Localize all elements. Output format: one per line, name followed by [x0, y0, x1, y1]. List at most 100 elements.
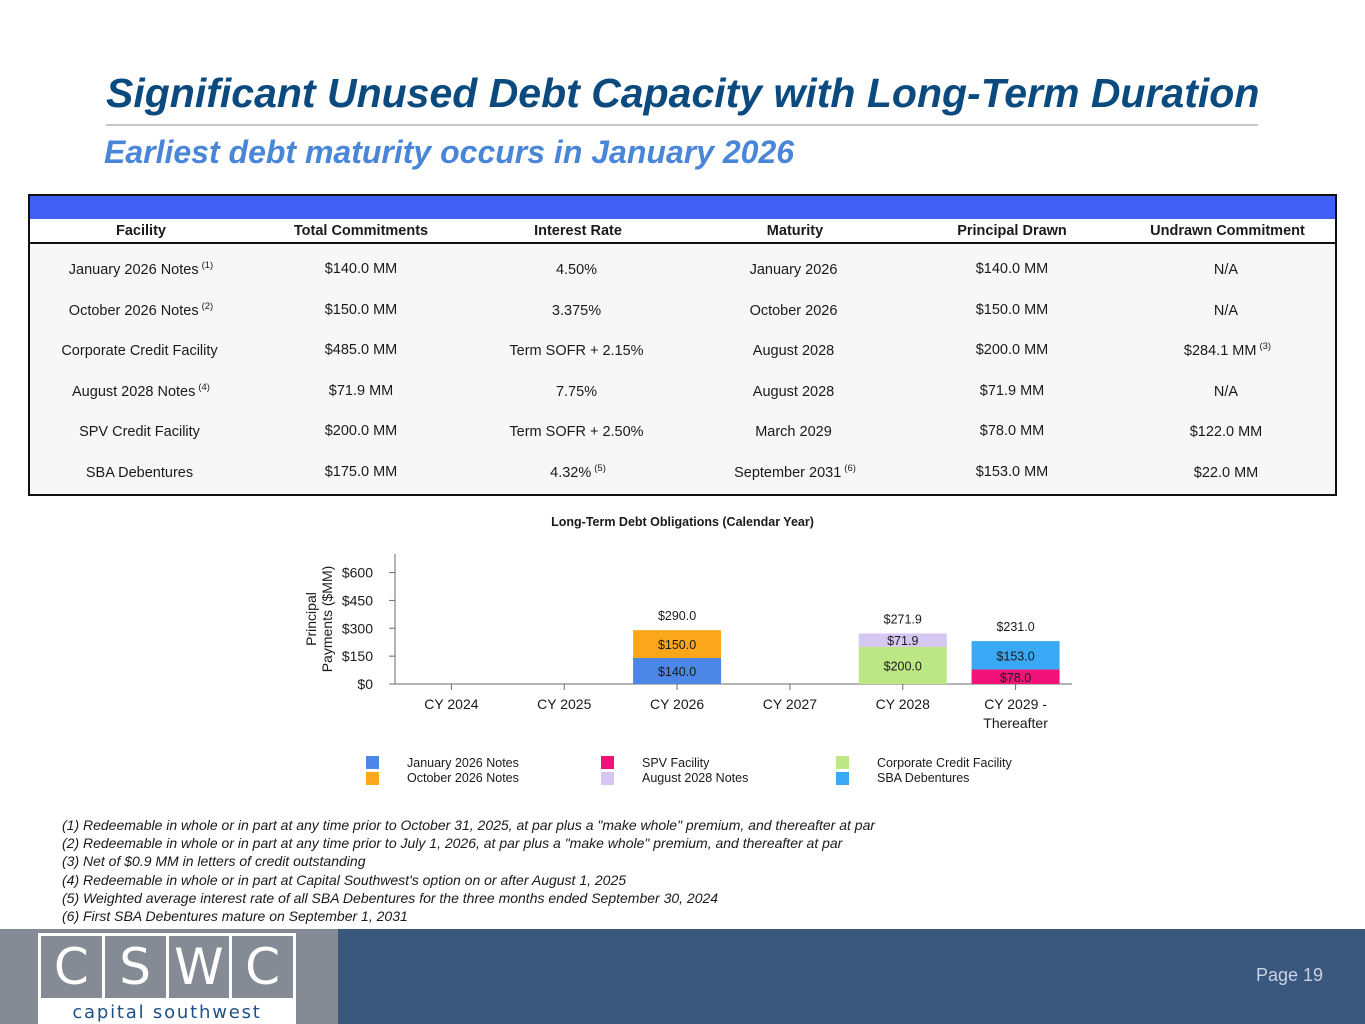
bar-segment [858, 646, 947, 684]
bar-value-label: $200.0 [884, 659, 922, 673]
y-tick-label: $450 [342, 592, 373, 608]
cell-undrawn-commitment-text: N/A [1213, 302, 1239, 319]
legend-label: SBA Debentures [877, 771, 970, 785]
page-number: Page 19 [1255, 965, 1323, 985]
cell-maturity-text: September 2031 [734, 464, 842, 481]
legend-swatch [836, 771, 849, 785]
header-facility: Facility [116, 222, 166, 239]
y-axis-label-line: Principal [303, 592, 319, 646]
cell-undrawn-commitment-text: $284.1 MM [1183, 343, 1257, 360]
header-maturity: Maturity [766, 222, 824, 239]
debt-obligations-chart: $0 $150 $300 $450 $600 PrincipalPayments ($MM… [303, 554, 1072, 731]
cell-maturity: August 2028 [686, 382, 904, 400]
legend-swatch [366, 756, 379, 769]
logo-letter: W [168, 936, 230, 998]
cell-undrawn-commitment: $284.1 MM (3) [1120, 341, 1335, 359]
legend-item: SPV Facility [601, 755, 709, 770]
cell-total-commitments-text: $140.0 MM [324, 261, 398, 278]
cell-facility-text: January 2026 Notes [68, 262, 199, 279]
table-body: January 2026 Notes (1) $140.0 MM 4.50% Janua… [30, 244, 1335, 492]
cell-undrawn-commitment: N/A [1120, 301, 1335, 319]
legend-label: SPV Facility [642, 755, 710, 770]
cell-principal-drawn-text: $78.0 MM [979, 423, 1045, 440]
cell-interest-rate-text: Term SOFR + 2.50% [509, 424, 644, 441]
cell-interest-rate-text: 4.50% [555, 262, 598, 279]
x-tick-label: Thereafter [983, 715, 1048, 731]
chart-title: Long-Term Debt Obligations (Calendar Yea… [551, 515, 814, 529]
page-subtitle: Earliest debt maturity occurs in January… [104, 134, 795, 170]
cell-principal-drawn: $200.0 MM [904, 342, 1120, 358]
cell-maturity: September 2031 (6) [686, 463, 904, 481]
header-undrawn-commitment: Undrawn Commitment [1150, 222, 1305, 239]
cell-principal-drawn: $71.9 MM [904, 383, 1120, 399]
bar-value-label: $71.9 [887, 634, 918, 648]
header-principal-drawn: Principal Drawn [957, 222, 1067, 239]
footnote-marker: (5) [594, 462, 606, 474]
footnote-2: (2) Redeemable in whole or in part at an… [62, 835, 843, 852]
cell-interest-rate: 4.32% (5) [470, 463, 686, 481]
y-axis-label-line: Payments ($MM) [319, 566, 335, 673]
x-tick-label: CY 2026 [650, 696, 704, 712]
cell-facility: Corporate Credit Facility [30, 341, 252, 359]
logo-letter: C [232, 936, 293, 998]
footnote-marker: (6) [844, 462, 856, 474]
cell-maturity-text: August 2028 [752, 383, 835, 400]
page-title: Significant Unused Debt Capacity with Lo… [106, 70, 1260, 116]
cell-maturity-text: August 2028 [752, 343, 835, 360]
legend-item: January 2026 Notes [366, 755, 519, 770]
x-tick-label: CY 2028 [876, 696, 930, 712]
cell-facility-text: August 2028 Notes [72, 383, 196, 400]
bar-segment [633, 630, 722, 658]
cell-facility-text: SPV Credit Facility [79, 424, 200, 441]
cell-interest-rate-text: Term SOFR + 2.15% [509, 343, 644, 360]
x-tick-label: CY 2025 [537, 696, 591, 712]
cell-total-commitments: $200.0 MM [252, 423, 470, 439]
cell-facility-text: October 2026 Notes [68, 302, 199, 319]
bar-value-label: $78.0 [1000, 671, 1031, 685]
cell-total-commitments-text: $175.0 MM [324, 463, 398, 480]
bar-value-label: $140.0 [658, 665, 696, 679]
cell-total-commitments: $175.0 MM [252, 464, 470, 480]
legend-item: August 2028 Notes [601, 771, 748, 786]
cell-principal-drawn: $150.0 MM [904, 302, 1120, 318]
cell-principal-drawn-text: $71.9 MM [979, 382, 1045, 399]
cell-principal-drawn: $140.0 MM [904, 261, 1120, 277]
table-header-band [30, 196, 1335, 219]
table-row: August 2028 Notes (4) $71.9 MM 7.75% August … [30, 371, 1335, 412]
cell-maturity: August 2028 [686, 341, 904, 359]
legend-swatch [836, 756, 849, 769]
legend-label: Corporate Credit Facility [877, 755, 1012, 770]
cell-principal-drawn-text: $140.0 MM [975, 261, 1049, 278]
cell-total-commitments: $485.0 MM [252, 342, 470, 358]
footnote-marker: (1) [201, 260, 214, 272]
cell-interest-rate: Term SOFR + 2.15% [470, 341, 686, 359]
legend-swatch [601, 756, 614, 769]
footnote-3: (3) Net of $0.9 MM in letters of credit … [62, 853, 366, 870]
legend-label: January 2026 Notes [407, 755, 519, 770]
cell-principal-drawn-text: $200.0 MM [975, 342, 1049, 359]
footnote-1: (1) Redeemable in whole or in part at an… [62, 817, 876, 833]
cell-maturity-text: March 2029 [755, 424, 832, 441]
cell-facility: SBA Debentures [30, 463, 252, 481]
legend-swatch [601, 771, 614, 785]
table-header-row: Facility Total Commitments Interest Rate… [30, 219, 1335, 244]
header-total-commitments: Total Commitments [293, 222, 429, 239]
legend-swatch [366, 771, 379, 785]
cell-undrawn-commitment-text: $122.0 MM [1189, 424, 1263, 441]
bar-total-label: $290.0 [658, 609, 696, 623]
cell-undrawn-commitment: N/A [1120, 382, 1335, 400]
footnote-5: (5) Weighted average interest rate of al… [62, 889, 719, 906]
cell-total-commitments-text: $71.9 MM [328, 382, 394, 399]
header-interest-rate: Interest Rate [534, 222, 622, 239]
cell-interest-rate-text: 3.375% [551, 302, 602, 319]
footnote-6: (6) First SBA Debentures mature on Septe… [62, 908, 408, 925]
legend-label: August 2028 Notes [642, 771, 749, 785]
footnote-marker: (2) [201, 300, 214, 312]
bar-total-label: $231.0 [996, 620, 1034, 634]
legend-item: October 2026 Notes [366, 771, 519, 786]
legend-item: Corporate Credit Facility [836, 755, 1012, 770]
footnotes: (1) Redeemable in whole or in part at an… [62, 816, 875, 925]
cell-maturity: October 2026 [686, 301, 904, 319]
cell-principal-drawn: $78.0 MM [904, 423, 1120, 439]
y-tick-label: $300 [342, 620, 373, 636]
